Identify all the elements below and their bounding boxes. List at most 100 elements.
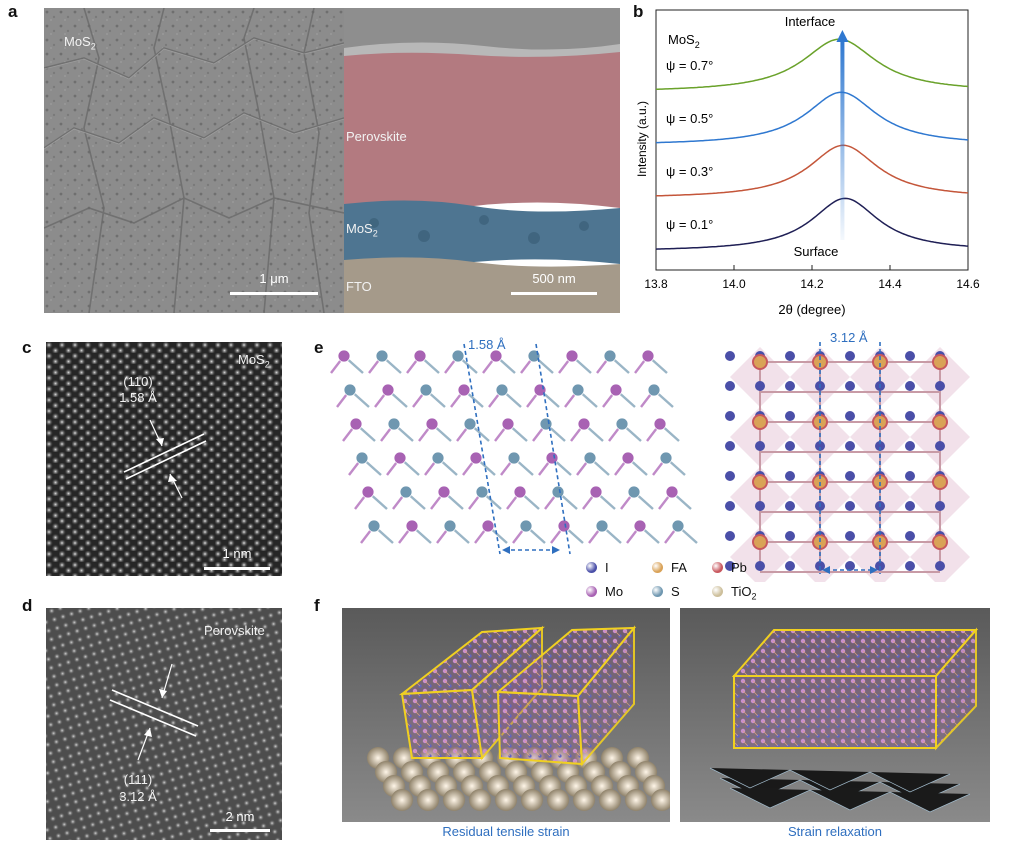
iodide-atom bbox=[725, 381, 735, 391]
mos2-atom bbox=[343, 383, 357, 397]
mos2-atom bbox=[565, 349, 579, 363]
tio2-bead bbox=[625, 789, 647, 811]
iodide-atom bbox=[905, 471, 915, 481]
panel-letter-e: e bbox=[314, 338, 324, 357]
pb-atom bbox=[872, 354, 888, 370]
sem-surface-label-sub: 2 bbox=[90, 41, 96, 52]
strain-model-left bbox=[342, 608, 670, 822]
iodide-atom bbox=[845, 531, 855, 541]
iodide-atom bbox=[845, 351, 855, 361]
pb-atom bbox=[932, 474, 948, 490]
mos2-atom bbox=[361, 485, 375, 499]
legend-swatch-icon bbox=[652, 562, 663, 573]
x-tick-label-1: 14.0 bbox=[722, 277, 746, 291]
iodide-atom bbox=[905, 441, 915, 451]
chart-legend-group: ψ = 0.7° ψ = 0.5° ψ = 0.3° ψ = 0.1° bbox=[666, 58, 713, 232]
legend-label: Mo bbox=[605, 584, 624, 599]
y-axis-label: Intensity (a.u.) bbox=[635, 101, 649, 177]
panel-letter-d: d bbox=[22, 596, 33, 615]
mos2-lattice-group bbox=[330, 349, 698, 544]
mos2-atom bbox=[609, 383, 623, 397]
x-axis-label: 2θ (degree) bbox=[778, 302, 845, 317]
strain-left-render bbox=[342, 608, 670, 822]
tem-mos2-lattice bbox=[46, 342, 282, 576]
iodide-atom bbox=[845, 381, 855, 391]
tem-mos2-scale-text: 1 nm bbox=[222, 546, 252, 561]
mos2-atom bbox=[583, 451, 597, 465]
mos2-atom bbox=[405, 519, 419, 533]
mos2-atom bbox=[337, 349, 351, 363]
iodide-atom bbox=[785, 501, 795, 511]
legend-item-mo: Mo bbox=[586, 584, 623, 599]
mos2-atom bbox=[463, 417, 477, 431]
sem-cross-section-layers bbox=[344, 8, 620, 313]
sem-surface-label-text: MoS bbox=[64, 34, 91, 49]
series-line-1 bbox=[656, 91, 969, 144]
iodide-atom bbox=[935, 441, 945, 451]
chart-series-group bbox=[655, 30, 969, 250]
perovskite-spacing-label: 3.12 Å bbox=[830, 330, 868, 345]
iodide-atom bbox=[935, 381, 945, 391]
annotation-surface: Surface bbox=[794, 244, 839, 259]
mos2-atom bbox=[443, 519, 457, 533]
tio2-bead bbox=[573, 789, 595, 811]
iodide-atom bbox=[845, 411, 855, 421]
layer-label-mos2-text: MoS bbox=[346, 221, 373, 236]
tem-mos2-image bbox=[46, 342, 282, 576]
mos2-atom bbox=[349, 417, 363, 431]
mos2-atom bbox=[419, 383, 433, 397]
xrd-chart: MoS2 Interface Surface Intensity (a.u.) … bbox=[635, 9, 980, 317]
mos2-spacing-label: 1.58 Å bbox=[468, 337, 506, 352]
mos2-atom bbox=[641, 349, 655, 363]
iodide-atom bbox=[755, 501, 765, 511]
iodide-atom bbox=[815, 441, 825, 451]
sem-cross-section-image bbox=[344, 8, 620, 313]
iodide-atom bbox=[905, 381, 915, 391]
iodide-atom bbox=[845, 471, 855, 481]
mos2-atom bbox=[355, 451, 369, 465]
legend-label: I bbox=[605, 560, 609, 575]
x-tick-label-3: 14.4 bbox=[878, 277, 902, 291]
depth-arrow-shaft bbox=[840, 40, 845, 240]
tem-mos2-plane: (110) bbox=[123, 374, 153, 389]
tio2-bead bbox=[391, 789, 413, 811]
legend-item-fa: FA bbox=[652, 560, 687, 575]
tio2-bead bbox=[599, 789, 621, 811]
sem-surface-scalebar bbox=[230, 292, 318, 295]
annotation-interface: Interface bbox=[785, 14, 836, 29]
mos2-atom bbox=[425, 417, 439, 431]
mos2-atom bbox=[393, 451, 407, 465]
series-label-1: ψ = 0.5° bbox=[666, 111, 713, 126]
pb-atom bbox=[932, 354, 948, 370]
mos2-atom bbox=[671, 519, 685, 533]
mos2-atom bbox=[513, 485, 527, 499]
layer-label-mos2: MoS2 bbox=[346, 221, 378, 239]
tem-perovskite-label: Perovskite bbox=[204, 623, 265, 638]
layer-label-perovskite: Perovskite bbox=[346, 129, 407, 144]
iodide-atom bbox=[845, 561, 855, 571]
panel-letter-a: a bbox=[8, 2, 18, 21]
sem-surface-label: MoS2 bbox=[64, 34, 96, 52]
mos2-atom bbox=[489, 349, 503, 363]
perovskite-lattice-group bbox=[725, 347, 970, 582]
legend-swatch-icon bbox=[586, 586, 597, 597]
pb-atom bbox=[812, 354, 828, 370]
layer-label-mos2-sub: 2 bbox=[372, 228, 378, 239]
iodide-atom bbox=[905, 561, 915, 571]
mos2-atom bbox=[399, 485, 413, 499]
pb-atom bbox=[752, 414, 768, 430]
sem-cross-scalebar bbox=[511, 292, 597, 295]
mos2-atom bbox=[519, 519, 533, 533]
pb-atom bbox=[752, 474, 768, 490]
x-tick-label-0: 13.8 bbox=[644, 277, 668, 291]
mos2-atom bbox=[495, 383, 509, 397]
legend-swatch-icon bbox=[712, 562, 723, 573]
mos2-atom bbox=[375, 349, 389, 363]
iodide-atom bbox=[755, 561, 765, 571]
mos2-atom bbox=[653, 417, 667, 431]
series-label-3: ψ = 0.1° bbox=[666, 217, 713, 232]
iodide-atom bbox=[785, 351, 795, 361]
tem-mos2-scalebar bbox=[204, 567, 270, 570]
iodide-atom bbox=[755, 381, 765, 391]
sem-cross-scale-text: 500 nm bbox=[532, 271, 576, 286]
